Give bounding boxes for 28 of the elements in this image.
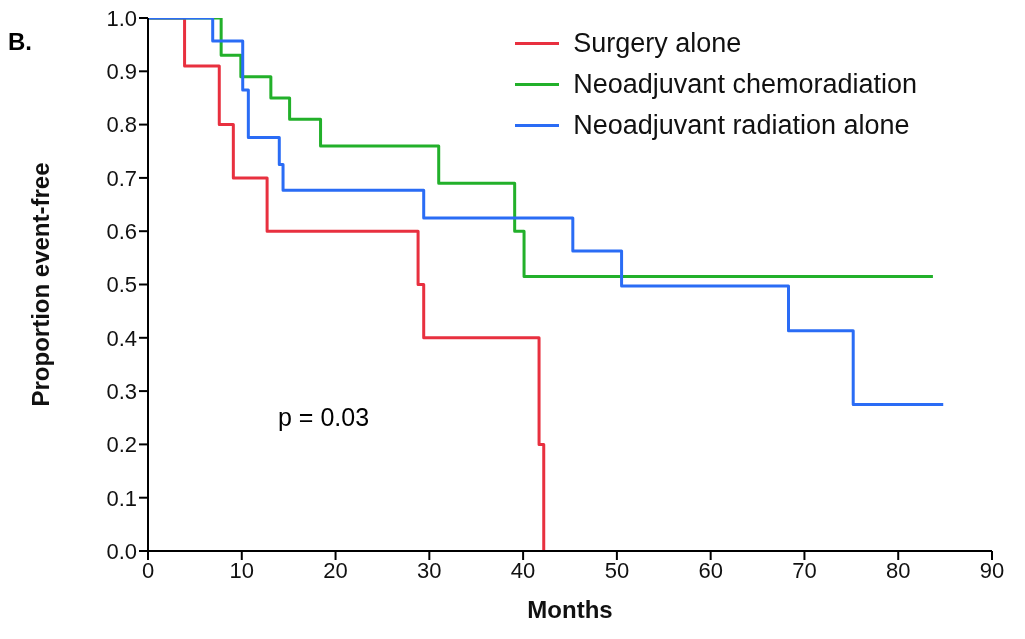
y-tick-label: 0.8 [106,112,137,138]
y-tick-label: 0.9 [106,59,137,85]
y-tick-label: 0.0 [106,538,137,564]
y-tick-label: 0.3 [106,378,137,404]
y-tick-label: 0.7 [106,165,137,191]
x-tick-label: 50 [604,557,630,583]
x-tick-label: 30 [417,557,442,583]
legend-label: Neoadjuvant chemoradiation [573,69,917,100]
x-tick-label: 70 [792,557,817,583]
chart-title: B. [8,28,32,56]
y-tick-label: 0.5 [106,272,137,298]
legend-label: Neoadjuvant radiation alone [573,110,910,141]
y-tick-label: 1.0 [106,5,137,31]
y-tick-label: 0.2 [106,432,137,458]
annotation: p = 0.03 [278,403,370,432]
x-tick-label: 90 [979,557,1005,583]
legend-label: Surgery alone [573,28,742,59]
x-tick-label: 0 [141,557,155,583]
x-tick-label: 10 [229,557,255,583]
y-tick-label: 0.1 [106,485,137,511]
x-tick-label: 40 [510,557,536,583]
y-tick-label: 0.6 [106,219,137,245]
x-axis-title: Months [527,596,613,624]
x-tick-label: 20 [323,557,348,583]
x-tick-label: 60 [698,557,723,583]
y-tick-label: 0.4 [106,325,137,351]
y-axis-title: Proportion event-free [26,162,54,407]
x-tick-label: 80 [885,557,911,583]
